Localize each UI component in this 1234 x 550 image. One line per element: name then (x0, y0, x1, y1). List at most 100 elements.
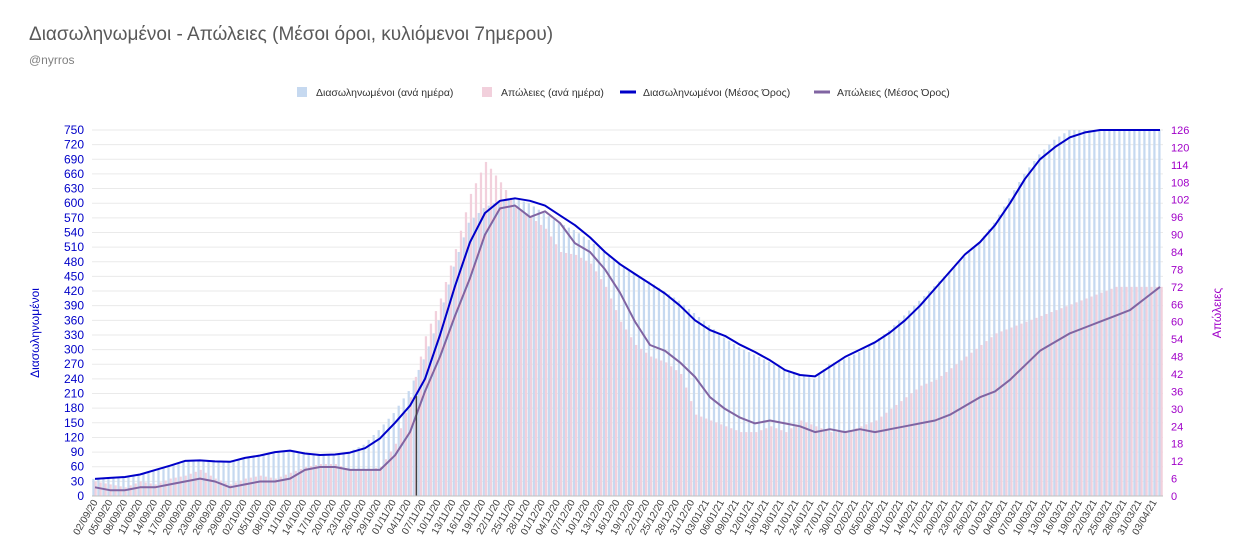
y-tick-left: 570 (64, 211, 84, 225)
bar-deaths (830, 432, 833, 496)
bar-intubated (462, 237, 465, 497)
bar-intubated (993, 222, 996, 496)
bar-intubated (737, 347, 741, 496)
bar-intubated (207, 460, 210, 496)
bar-intubated (512, 198, 515, 496)
bar-intubated (602, 252, 606, 496)
bar-deaths (474, 183, 478, 496)
legend-swatch (482, 87, 492, 97)
bar-deaths (1135, 286, 1138, 496)
bar-intubated (222, 461, 225, 496)
bar-deaths (144, 482, 147, 496)
bar-intubated (908, 310, 911, 496)
bar-deaths (594, 271, 598, 496)
bar-intubated (262, 454, 265, 496)
bar-intubated (898, 320, 901, 496)
bar-intubated (1028, 167, 1031, 496)
bar-intubated (597, 247, 601, 496)
bar-deaths (149, 483, 152, 496)
bar-intubated (913, 305, 916, 496)
bar-intubated (172, 464, 175, 496)
bar-intubated (837, 360, 841, 496)
bar-deaths (1105, 290, 1108, 496)
bar-intubated (933, 286, 936, 496)
bar-deaths (279, 476, 282, 496)
legend-label: Απώλειες (Μέσος Όρος) (837, 87, 950, 99)
bar-deaths (364, 469, 368, 496)
bar-intubated (637, 276, 641, 496)
bar-deaths (655, 358, 658, 496)
bar-deaths (1000, 331, 1003, 496)
bar-intubated (407, 391, 410, 496)
bar-intubated (592, 243, 596, 496)
y-tick-right: 84 (1171, 247, 1183, 259)
y-tick-right: 18 (1171, 439, 1183, 451)
bar-intubated (132, 475, 135, 496)
bar-intubated (382, 424, 385, 496)
bar-deaths (369, 468, 373, 496)
bar-intubated (968, 252, 971, 496)
bar-deaths (855, 428, 858, 496)
bar-intubated (412, 380, 415, 496)
bar-deaths (259, 475, 262, 496)
bar-deaths (309, 465, 312, 496)
bar-deaths (885, 412, 888, 496)
bar-deaths (770, 426, 773, 496)
bar-intubated (767, 361, 771, 496)
bar-deaths (264, 476, 267, 496)
bar-deaths (710, 420, 713, 496)
y-tick-right: 36 (1171, 386, 1183, 398)
bar-deaths (204, 472, 207, 496)
bar-intubated (302, 453, 305, 496)
bar-intubated (137, 474, 140, 496)
y-tick-right: 12 (1171, 456, 1183, 468)
bar-intubated (587, 239, 591, 497)
bar-intubated (562, 225, 565, 496)
bar-intubated (627, 270, 631, 496)
bar-deaths (374, 467, 378, 496)
bar-intubated (1043, 149, 1046, 496)
y-tick-left: 60 (71, 460, 85, 474)
bar-intubated (692, 313, 696, 496)
bar-intubated (92, 478, 95, 496)
bar-deaths (184, 475, 187, 496)
y-tick-left: 270 (64, 357, 84, 371)
bar-deaths (139, 481, 142, 496)
bar-intubated (517, 199, 520, 497)
bar-intubated (312, 454, 315, 496)
bar-deaths (189, 473, 192, 496)
bar-intubated (467, 222, 470, 496)
bar-intubated (697, 317, 701, 496)
bar-deaths (169, 478, 172, 496)
bar-intubated (742, 349, 746, 496)
bar-deaths (1015, 325, 1018, 496)
bar-intubated (732, 343, 736, 496)
bar-deaths (840, 432, 843, 496)
bar-deaths (675, 370, 678, 496)
bar-deaths (920, 385, 923, 496)
bar-intubated (677, 300, 681, 496)
y-axis-left-title: Διασωληνωμένοι (28, 288, 42, 378)
bar-deaths (159, 482, 162, 496)
bar-intubated (853, 354, 856, 496)
bar-intubated (722, 337, 726, 496)
bar-intubated (632, 273, 636, 496)
bar-intubated (152, 470, 155, 496)
bar-intubated (667, 294, 671, 496)
bar-intubated (267, 453, 270, 496)
bar-deaths (850, 430, 853, 496)
bar-deaths (534, 221, 538, 496)
bar-intubated (858, 352, 861, 496)
bar-intubated (337, 453, 340, 496)
bar-intubated (752, 354, 756, 496)
bar-intubated (482, 208, 485, 496)
bar-intubated (147, 471, 150, 496)
line-deaths-avg (94, 204, 1161, 492)
bar-deaths (1090, 296, 1093, 496)
bar-deaths (609, 298, 613, 496)
bar-deaths (640, 348, 643, 496)
bar-deaths (1050, 312, 1053, 496)
bar-deaths (1095, 294, 1098, 496)
bar-intubated (903, 315, 906, 496)
bar-intubated (1078, 130, 1081, 496)
